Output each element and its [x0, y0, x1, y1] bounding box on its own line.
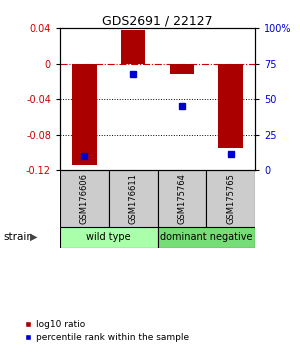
Text: GSM175765: GSM175765 [226, 173, 235, 224]
Bar [218, 64, 243, 148]
Text: GSM175764: GSM175764 [177, 173, 186, 224]
Bar [60, 170, 109, 227]
Bar [206, 170, 255, 227]
Title: GDS2691 / 22127: GDS2691 / 22127 [102, 14, 213, 27]
Legend: log10 ratio, percentile rank within the sample: log10 ratio, percentile rank within the … [20, 316, 193, 346]
Text: GSM176606: GSM176606 [80, 173, 89, 224]
Text: dominant negative: dominant negative [160, 232, 253, 242]
Text: wild type: wild type [86, 232, 131, 242]
Bar [60, 227, 158, 248]
Text: GSM176611: GSM176611 [129, 173, 138, 224]
Bar [72, 64, 97, 166]
Bar [158, 227, 255, 248]
Text: strain: strain [3, 232, 33, 242]
Bar [158, 170, 206, 227]
Bar [170, 64, 194, 74]
Bar [109, 170, 158, 227]
Bar [121, 30, 145, 64]
Text: ▶: ▶ [30, 232, 38, 242]
